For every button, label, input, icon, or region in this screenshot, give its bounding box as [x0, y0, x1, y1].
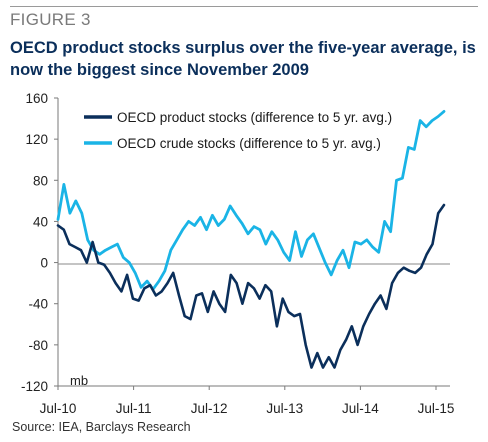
chart-title-line-2: now the biggest since November 2009: [10, 61, 309, 79]
series-line-crude-stocks: [56, 110, 446, 291]
chart-title: OECD product stocks surplus over the fiv…: [10, 37, 480, 81]
top-rule: [10, 6, 478, 7]
x-tick-label: Jul-12: [191, 401, 228, 416]
x-tick-label: Jul-15: [418, 401, 455, 416]
source-note: Source: IEA, Barclays Research: [12, 420, 191, 434]
y-tick-label: 80: [33, 173, 48, 188]
y-tick-label: 40: [33, 214, 48, 229]
y-tick-label: -80: [28, 338, 48, 353]
legend-label-crude: OECD crude stocks (difference to 5 yr. a…: [117, 136, 381, 151]
y-axis-unit-label: mb: [70, 373, 88, 388]
y-tick-label: -120: [21, 379, 48, 394]
x-tick-label: Jul-10: [40, 401, 77, 416]
series-line-product-stocks: [56, 203, 446, 369]
y-tick-label: 0: [40, 256, 48, 271]
figure-label: FIGURE 3: [10, 10, 91, 29]
y-tick-label: 160: [25, 91, 48, 106]
x-tick-label: Jul-13: [266, 401, 303, 416]
x-tick-label: Jul-14: [342, 401, 379, 416]
legend-label-product: OECD product stocks (difference to 5 yr.…: [117, 110, 392, 125]
y-tick-label: -40: [28, 297, 48, 312]
x-tick-label: Jul-11: [116, 401, 152, 416]
chart-title-line-1: OECD product stocks surplus over the fiv…: [10, 39, 476, 57]
y-tick-label: 120: [25, 132, 48, 147]
